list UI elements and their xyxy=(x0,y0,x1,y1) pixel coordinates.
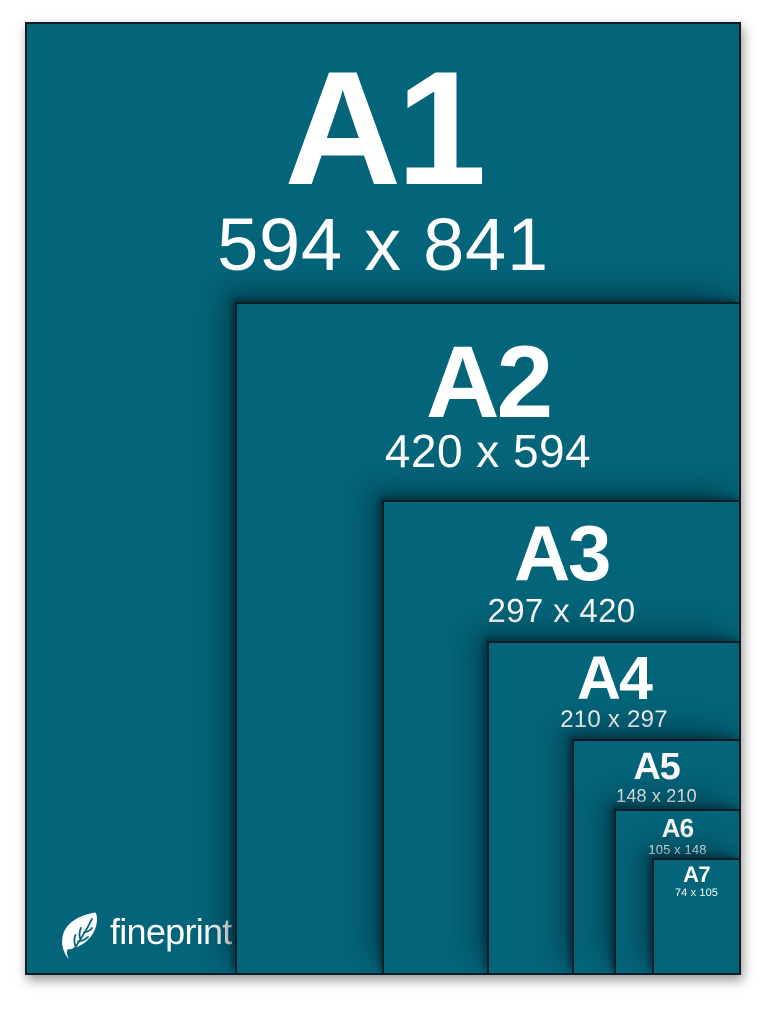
size-label-a4: A4 xyxy=(576,644,653,712)
a3-label-block: A3 297 x 420 xyxy=(384,502,739,627)
size-dimensions-a3: 297 x 420 xyxy=(487,592,636,629)
sheet-a7: A7 74 x 105 xyxy=(652,858,739,973)
a2-label-block: A2 420 x 594 xyxy=(237,304,739,474)
leaf-icon xyxy=(57,911,103,961)
size-dimensions-a2: 420 x 594 xyxy=(384,425,592,477)
size-label-a1: A1 xyxy=(284,38,486,219)
a6-label-block: A6 105 x 148 xyxy=(616,811,739,856)
size-dimensions-a5: 148 x 210 xyxy=(616,786,697,806)
a7-label-block: A7 74 x 105 xyxy=(654,860,739,899)
a1-label-block: A1 594 x 841 xyxy=(27,48,739,282)
size-label-a3: A3 xyxy=(513,509,611,597)
a5-label-block: A5 148 x 210 xyxy=(574,741,739,805)
size-label-a6: A6 xyxy=(661,813,694,843)
a4-label-block: A4 210 x 297 xyxy=(489,643,739,732)
size-label-a2: A2 xyxy=(425,325,553,439)
brand-logo: fineprint xyxy=(57,911,232,961)
brand-name: fineprint xyxy=(110,911,232,952)
size-dimensions-a6: 105 x 148 xyxy=(648,842,707,857)
size-label-a7: A7 xyxy=(683,862,710,887)
size-dimensions-a4: 210 x 297 xyxy=(560,706,668,733)
size-dimensions-a7: 74 x 105 xyxy=(674,887,719,899)
size-label-a5: A5 xyxy=(633,746,680,788)
size-dimensions-a1: 594 x 841 xyxy=(217,203,549,286)
sheet-a1: A1 594 x 841 fineprint A2 420 x 594 A3 2… xyxy=(25,22,741,975)
